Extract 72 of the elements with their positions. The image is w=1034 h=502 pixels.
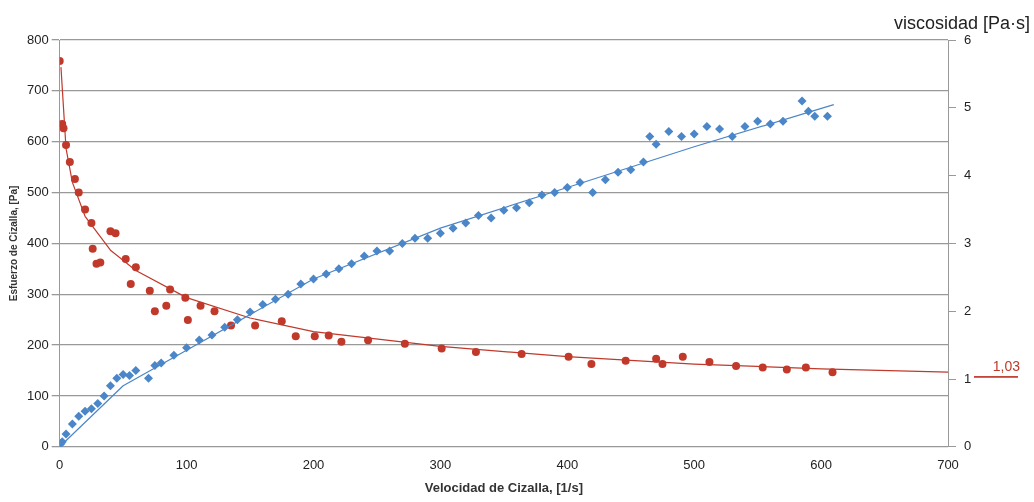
y-tick-label: 400 [26,234,49,250]
point [678,352,687,361]
x-tick-label: 300 [429,457,452,473]
point [88,244,97,253]
point [162,301,171,310]
point [111,229,120,238]
point [150,307,159,316]
point [801,363,810,372]
point [705,358,714,367]
y-tick-label: 200 [26,336,49,352]
y-tick-label: 500 [26,184,49,200]
point [291,332,300,341]
point [131,263,140,272]
point [74,188,83,197]
y2-tick-label: 1 [964,370,972,386]
x-tick-label: 200 [302,457,325,473]
y2-tick-label: 2 [964,302,972,318]
point [732,362,741,371]
point [324,331,333,340]
y2-axis-title: viscosidad [Pa·s] [893,12,1030,33]
point [251,321,260,330]
point [210,307,219,316]
point [564,352,573,361]
point [181,293,190,302]
y-axis-title: Esfuerzo de Cizalla, [Pa] [7,185,19,302]
y2-tick-label: 0 [964,438,972,454]
point [364,336,373,345]
point [758,363,767,372]
point [437,344,446,353]
y-tick-label: 100 [26,387,49,403]
point [145,286,154,295]
point [471,347,480,356]
point [65,158,74,167]
point [62,141,71,150]
point [121,254,130,263]
x-axis-title: Velocidad de Cizalla, [1/s] [424,479,583,495]
point [126,280,135,289]
point [337,337,346,346]
point [828,368,837,377]
point [652,354,661,363]
x-tick-label: 100 [175,457,198,473]
point [196,301,205,310]
point [310,332,319,341]
y2-tick-label: 4 [964,167,972,183]
point [87,219,96,228]
ref-line-label: 1,03 [992,357,1021,374]
y2-tick-label: 5 [964,99,972,115]
point [70,174,79,183]
x-tick-label: 600 [810,457,832,473]
point [96,258,105,267]
x-tick-label: 0 [56,457,64,473]
point [59,124,68,133]
y-tick-label: 600 [26,133,49,149]
point [621,356,630,365]
point [658,360,667,369]
y-tick-label: 700 [26,82,49,98]
point [166,285,175,294]
x-tick-label: 400 [556,457,579,473]
point [277,317,286,326]
point [183,316,192,325]
point [782,365,791,374]
y-tick-label: 800 [26,31,49,47]
point [81,205,90,214]
point [587,360,596,369]
y2-tick-label: 3 [964,234,972,250]
y2-tick-label: 6 [964,31,972,47]
point [400,339,409,348]
point [517,349,526,358]
x-tick-label: 700 [937,457,959,473]
y-tick-label: 0 [41,438,49,454]
x-tick-label: 500 [683,457,706,473]
y-tick-label: 300 [26,285,49,301]
